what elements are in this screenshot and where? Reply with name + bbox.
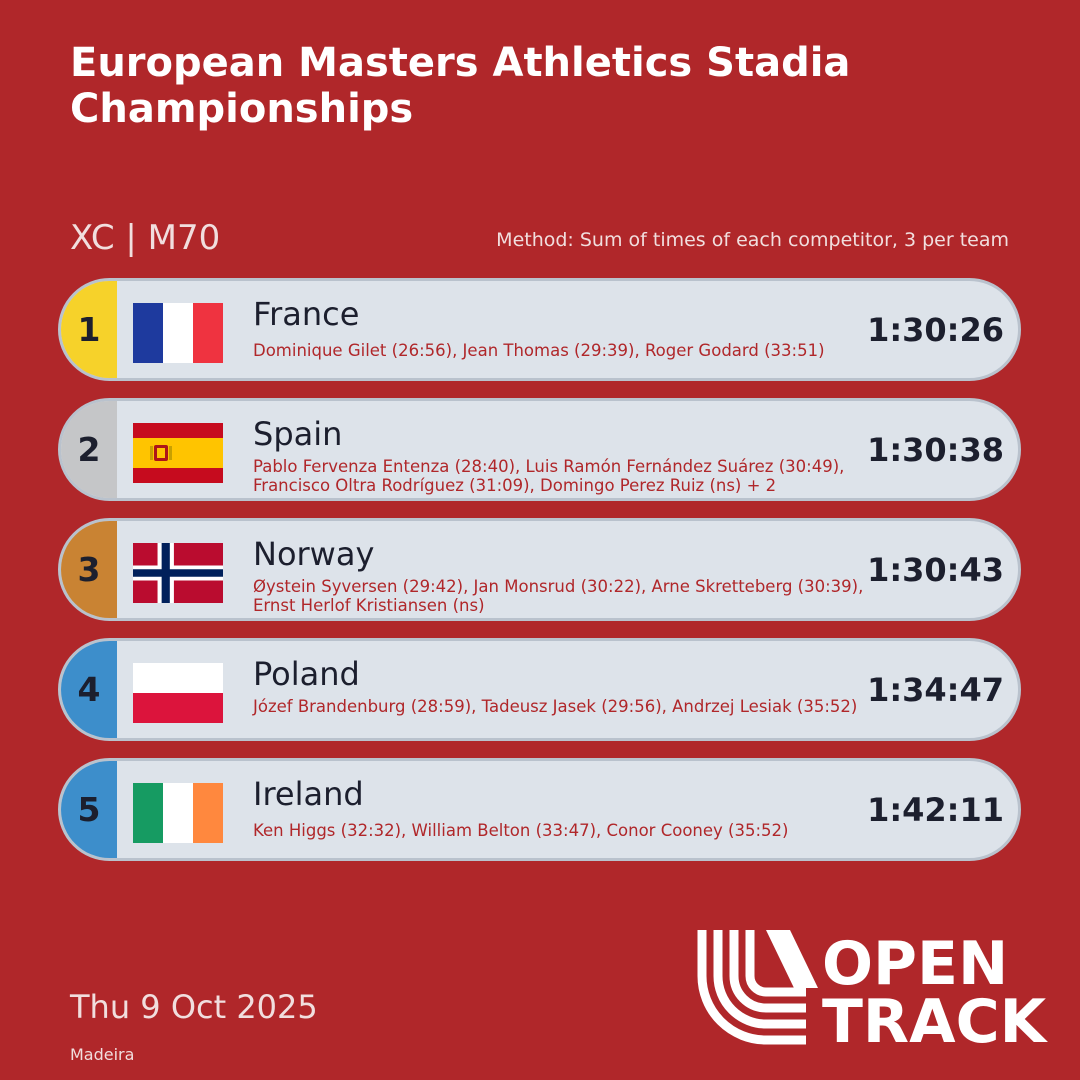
result-row-france: 1 France Dominique Gilet (26:56), Jean T… (58, 278, 1021, 381)
opentrack-logo: OPEN TRACK (697, 929, 1049, 1046)
team-time: 1:30:43 (867, 550, 1004, 589)
athlete-list: Józef Brandenburg (28:59), Tadeusz Jasek… (253, 697, 858, 716)
team-time: 1:42:11 (867, 790, 1004, 829)
poland-flag-icon (133, 663, 223, 723)
result-row-poland: 4 Poland Józef Brandenburg (28:59), Tade… (58, 638, 1021, 741)
team-time: 1:34:47 (867, 670, 1004, 709)
event-date: Thu 9 Oct 2025 (70, 988, 318, 1026)
scoring-method: Method: Sum of times of each competitor,… (496, 229, 1009, 251)
result-row-ireland: 5 Ireland Ken Higgs (32:32), William Bel… (58, 758, 1021, 861)
country-name: Spain (253, 415, 343, 453)
rank-badge: 5 (61, 761, 117, 858)
country-name: Norway (253, 535, 375, 573)
country-name: France (253, 295, 360, 333)
spain-flag-icon (133, 423, 223, 483)
logo-line1: OPEN (822, 929, 1008, 999)
event-label: XC | M70 (70, 218, 221, 258)
team-time: 1:30:26 (867, 310, 1004, 349)
team-time: 1:30:38 (867, 430, 1004, 469)
result-row-spain: 2 Spain Pablo Fervenza Entenza (28:40), … (58, 398, 1021, 501)
result-row-norway: 3 Norway Øystein Syversen (29:42), Jan M… (58, 518, 1021, 621)
rank-badge: 4 (61, 641, 117, 738)
event-venue: Madeira (70, 1045, 135, 1064)
country-name: Poland (253, 655, 360, 693)
logo-line2: TRACK (822, 987, 1049, 1046)
ireland-flag-icon (133, 783, 223, 843)
page-title: European Masters Athletics Stadia Champi… (70, 40, 851, 132)
rank-badge: 1 (61, 281, 117, 378)
athlete-list: Ken Higgs (32:32), William Belton (33:47… (253, 821, 789, 840)
athlete-list: Øystein Syversen (29:42), Jan Monsrud (3… (253, 577, 864, 615)
country-name: Ireland (253, 775, 364, 813)
athlete-list: Pablo Fervenza Entenza (28:40), Luis Ram… (253, 457, 845, 495)
athlete-list: Dominique Gilet (26:56), Jean Thomas (29… (253, 341, 825, 360)
france-flag-icon (133, 303, 223, 363)
rank-badge: 3 (61, 521, 117, 618)
norway-flag-icon (133, 543, 223, 603)
rank-badge: 2 (61, 401, 117, 498)
